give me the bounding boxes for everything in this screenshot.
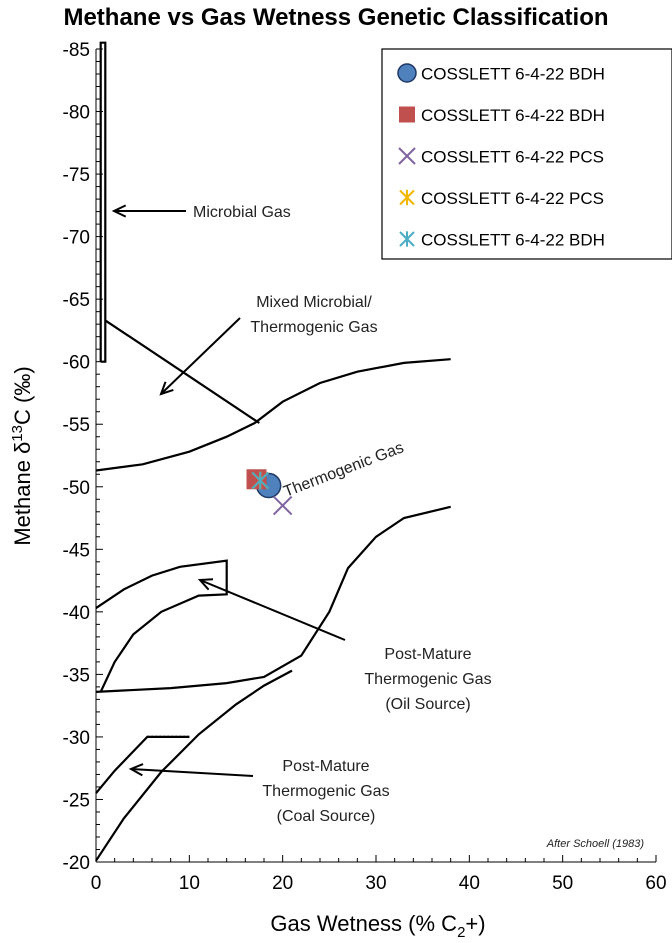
x-tick-label: 50: [552, 873, 573, 894]
anno-oil-line2: Thermogenic Gas: [364, 671, 491, 688]
y-tick-label: -35: [63, 665, 90, 686]
y-tick-label: -85: [63, 40, 90, 61]
mixed-diagonal-line: [104, 319, 260, 424]
arrow-oil: [197, 578, 346, 641]
legend-marker-star: [399, 189, 415, 206]
legend-marker-x: [398, 147, 416, 165]
data-points: [246, 469, 293, 516]
x-axis-title: Gas Wetness (% C2+): [270, 911, 485, 941]
chart-title: Methane vs Gas Wetness Genetic Classific…: [63, 4, 609, 31]
data-point-x: [272, 495, 293, 516]
legend-label: COSSLETT 6-4-22 PCS: [421, 189, 604, 208]
upper-thermogenic-boundary: [95, 358, 451, 472]
x-tick-label: 20: [272, 873, 293, 894]
y-tick-label: -45: [63, 540, 90, 561]
x-tick-label: 0: [91, 873, 102, 894]
arrow-coal: [128, 763, 254, 777]
legend-box: [381, 48, 672, 260]
oil-source-field: [95, 559, 228, 693]
microbial-boundary: [99, 41, 107, 363]
anno-coal-line2: Thermogenic Gas: [262, 783, 389, 800]
anno-coal-line3: (Coal Source): [277, 808, 376, 825]
anno-oil-line1: Post-Mature: [384, 646, 471, 663]
y-tick-label: -55: [63, 415, 90, 436]
y-tick-label: -30: [63, 728, 90, 749]
coal-lower-curve: [95, 669, 293, 862]
legend-marker-asterisk: [399, 231, 415, 247]
y-tick-label: -20: [63, 853, 90, 874]
y-tick-label: -65: [63, 290, 90, 311]
y-tick-label: -75: [63, 165, 90, 186]
arrow-microbial: [111, 204, 186, 218]
y-tick-label: -25: [63, 790, 90, 811]
axis-titles: Gas Wetness (% C2+) Methane δ13C (‰): [9, 366, 486, 941]
arrow-mixed: [159, 317, 241, 396]
x-tick-label: 30: [365, 873, 386, 894]
classification-boundaries: [95, 41, 451, 862]
anno-microbial: Microbial Gas: [193, 204, 291, 221]
legend: COSSLETT 6-4-22 BDH COSSLETT 6-4-22 BDH CO…: [381, 48, 672, 260]
x-tick-label: 40: [459, 873, 480, 894]
lower-thermogenic-boundary: [95, 505, 451, 693]
legend-marker-circle: [397, 63, 417, 83]
x-tick-label: 10: [179, 873, 200, 894]
data-point-square: [246, 469, 267, 490]
data-point-asterisk: [251, 471, 269, 490]
legend-label: COSSLETT 6-4-22 BDH: [421, 106, 605, 125]
anno-oil-line3: (Oil Source): [385, 696, 470, 713]
anno-mixed-line1: Mixed Microbial/: [256, 294, 372, 311]
y-tick-label: -80: [63, 103, 90, 124]
legend-label: COSSLETT 6-4-22 BDH: [421, 65, 605, 84]
x-tick-label: 60: [645, 873, 666, 894]
anno-mixed-line2: Thermogenic Gas: [250, 319, 377, 336]
anno-coal-line1: Post-Mature: [282, 758, 369, 775]
legend-label: COSSLETT 6-4-22 BDH: [421, 231, 605, 250]
legend-marker-square: [399, 106, 415, 123]
y-axis-title: Methane δ13C (‰): [9, 366, 35, 545]
y-tick-label: -50: [63, 478, 90, 499]
legend-label: COSSLETT 6-4-22 PCS: [421, 148, 604, 167]
y-tick-label: -40: [63, 603, 90, 624]
anno-thermogenic: Thermogenic Gas: [281, 439, 406, 500]
annotations: Microbial Gas Mixed Microbial/ Thermogen…: [193, 204, 644, 850]
y-tick-label: -70: [63, 228, 90, 249]
axes: -85 -80 -75 -70 -65 -60 -55 -50 -45 -40 -35 -30 -25 -…: [63, 40, 667, 894]
y-tick-label: -60: [63, 353, 90, 374]
credit-text: After Schoell (1983): [546, 838, 645, 850]
